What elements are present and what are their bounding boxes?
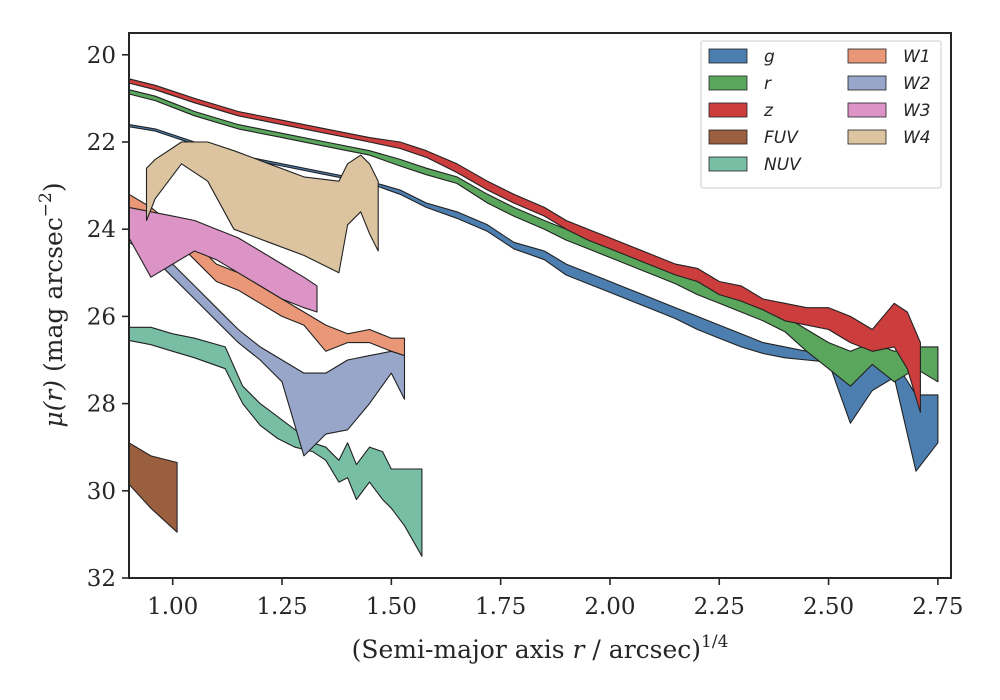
x-tick-label: 1.75	[475, 594, 526, 620]
legend-swatch	[708, 129, 748, 145]
y-tick-label: 28	[87, 392, 116, 418]
band-r	[128, 89, 939, 387]
legend-item-g: g	[708, 47, 775, 67]
legend-item-w3: W3	[847, 101, 931, 121]
legend-label: W3	[903, 101, 931, 121]
legend-item-r: r	[708, 74, 772, 94]
legend-item-z: z	[708, 101, 774, 121]
legend: grz FUV NUV W1 W2 W3 W4	[700, 40, 942, 189]
y-axis-label-sup: −2	[36, 192, 56, 217]
legend-swatch	[708, 48, 748, 64]
legend-label: g	[764, 47, 775, 67]
y-axis-label-post: )	[39, 182, 68, 192]
legend-swatch	[708, 75, 748, 91]
y-axis-label: μ(r) (mag arcsec−2)	[36, 182, 68, 427]
x-axis-label-pre: (Semi-major axis	[352, 635, 573, 664]
legend-swatch	[847, 48, 887, 64]
x-tick-label: 2.00	[584, 594, 635, 620]
legend-label: NUV	[764, 155, 802, 175]
legend-item-w4: W4	[847, 128, 931, 148]
band-g	[128, 124, 939, 472]
x-tick-label: 1.25	[256, 594, 307, 620]
legend-label: FUV	[764, 128, 799, 148]
y-axis: 20 22 24 26 28 30 32	[87, 43, 129, 592]
legend-label: W2	[903, 74, 931, 94]
band-w2	[128, 228, 406, 457]
legend-swatch	[708, 156, 748, 172]
y-tick-label: 24	[87, 217, 116, 243]
y-tick-label: 30	[87, 479, 116, 505]
y-axis-label-var: μ(r)	[39, 380, 68, 428]
y-tick-label: 32	[87, 566, 116, 592]
x-axis-label: (Semi-major axis r / arcsec)1/4	[352, 632, 729, 664]
plot-frame	[128, 32, 952, 579]
x-tick-label: 2.75	[912, 594, 963, 620]
x-tick-label: 1.00	[147, 594, 198, 620]
legend-item-fuv: FUV	[708, 128, 799, 148]
x-axis: 1.00 1.25 1.50 1.75 2.00 2.25 2.50 2.75	[147, 578, 963, 620]
band-nuv	[128, 326, 423, 557]
legend-item-nuv: NUV	[708, 155, 802, 175]
band-w4	[145, 141, 379, 274]
x-tick-label: 1.50	[366, 594, 417, 620]
legend-label: r	[764, 74, 772, 94]
x-tick-label: 2.25	[694, 594, 745, 620]
legend-label: z	[763, 101, 774, 121]
x-axis-label-sup: 1/4	[701, 632, 728, 652]
x-tick-label: 2.50	[803, 594, 854, 620]
legend-item-w2: W2	[847, 74, 931, 94]
x-axis-label-var: r	[573, 635, 587, 664]
y-tick-label: 26	[87, 304, 116, 330]
legend-swatch	[847, 129, 887, 145]
legend-label: W4	[903, 128, 931, 148]
y-axis-label-pre: (mag arcsec	[39, 217, 68, 380]
band-z	[128, 78, 921, 413]
y-tick-label: 20	[87, 43, 116, 69]
series-bands	[128, 78, 939, 557]
band-w3	[128, 206, 318, 313]
legend-swatch	[847, 75, 887, 91]
legend-label: W1	[903, 47, 931, 67]
legend-swatch	[847, 102, 887, 118]
legend-item-w1: W1	[847, 47, 931, 67]
legend-swatch	[708, 102, 748, 118]
y-tick-label: 22	[87, 130, 116, 156]
x-axis-label-post: / arcsec)	[584, 635, 701, 664]
